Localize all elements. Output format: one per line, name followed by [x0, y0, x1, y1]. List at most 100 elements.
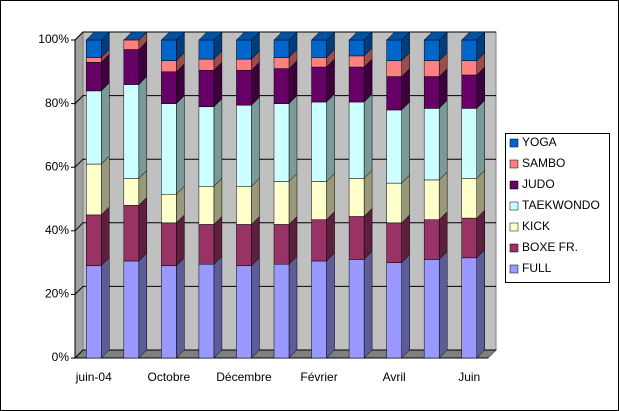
bar-top: [348, 31, 373, 41]
bar-side: [476, 209, 485, 259]
legend-swatch: [509, 159, 519, 169]
bar-top: [310, 31, 336, 41]
y-tick-label: 20%: [45, 287, 69, 301]
bar-side: [213, 98, 223, 187]
bar-side: [363, 207, 373, 261]
bar-segment: [273, 224, 290, 265]
bar-segment: [123, 178, 140, 206]
bar-segment: [423, 76, 440, 109]
bar-segment: [386, 262, 402, 359]
bar-segment: [161, 71, 177, 104]
bar-side: [213, 215, 223, 265]
bar-segment: [273, 103, 290, 182]
bar-segment: [348, 178, 365, 217]
x-tick-label: Juin: [458, 370, 480, 384]
bar-segment: [461, 60, 477, 76]
bar-segment: [236, 58, 252, 71]
bar-side: [401, 214, 410, 264]
bar-side: [213, 255, 223, 359]
bar-segment: [161, 39, 177, 61]
bar-top: [386, 31, 411, 41]
bar-side: [138, 75, 148, 179]
bar-side: [251, 215, 260, 267]
bar-segment: [236, 69, 252, 106]
bar-segment: [161, 265, 177, 359]
bar-side: [326, 93, 335, 183]
y-tick-label: 40%: [45, 223, 69, 237]
bar-segment: [348, 39, 365, 57]
bar-segment: [86, 265, 102, 359]
bar-top: [235, 31, 261, 41]
bar-segment: [348, 259, 365, 359]
bar-side: [138, 252, 148, 359]
bar-side: [363, 250, 373, 359]
bar-segment: [386, 182, 402, 224]
legend-label: YOGA: [522, 135, 557, 149]
bar-segment: [386, 39, 402, 61]
bar-segment: [123, 49, 140, 85]
bar-segment: [273, 68, 290, 104]
bar-segment: [86, 90, 102, 165]
legend-swatch: [509, 138, 519, 148]
bar-side: [401, 101, 410, 184]
bar-side: [251, 96, 260, 187]
bar-side: [476, 99, 485, 179]
bar-side: [288, 172, 298, 226]
bar-segment: [461, 74, 477, 109]
bar-side: [288, 94, 298, 183]
legend-swatch: [509, 243, 519, 253]
bar-side: [438, 211, 448, 261]
bar-segment: [311, 181, 327, 220]
y-tick-label: 100%: [38, 32, 69, 46]
bar-segment: [198, 69, 215, 108]
bar-segment: [236, 265, 252, 359]
bar-segment: [273, 57, 290, 69]
bar-side: [138, 196, 148, 262]
bar-segment: [273, 181, 290, 225]
bar-segment: [198, 106, 215, 187]
bar-side: [176, 214, 185, 267]
bar-segment: [461, 178, 477, 219]
bar-segment: [236, 39, 252, 60]
bar-segment: [461, 39, 477, 61]
bar-segment: [311, 101, 327, 182]
bar-top: [198, 31, 223, 41]
bar-segment: [86, 57, 102, 63]
bar-segment: [86, 214, 102, 267]
bar-top: [85, 31, 110, 41]
bar-segment: [311, 260, 327, 359]
bar-segment: [161, 60, 177, 73]
bar-segment: [198, 39, 215, 60]
bar-top: [123, 31, 148, 41]
bar-segment: [423, 39, 440, 61]
bar-side: [251, 257, 260, 359]
legend-swatch: [509, 222, 519, 232]
x-tick-label: Février: [300, 370, 337, 384]
bar-segment: [198, 186, 215, 225]
bar-segment: [386, 76, 402, 111]
bar-segment: [198, 263, 215, 359]
bar-segment: [386, 109, 402, 184]
bar-side: [288, 215, 298, 265]
bar-side: [476, 169, 485, 219]
legend-label: KICK: [522, 219, 550, 233]
legend-label: TAEKWONDO: [522, 198, 600, 212]
legend-swatch: [509, 264, 519, 274]
bar-segment: [423, 219, 440, 260]
bar-side: [438, 99, 448, 181]
bar-segment: [423, 179, 440, 220]
legend-label: SAMBO: [522, 156, 565, 170]
bar-segment: [123, 260, 140, 359]
bar-side: [326, 211, 335, 262]
y-tick-label: 80%: [45, 96, 69, 110]
bar-side: [363, 93, 373, 179]
bar-segment: [461, 217, 477, 259]
bar-segment: [236, 186, 252, 225]
bar-segment: [161, 103, 177, 195]
bar-segment: [273, 39, 290, 58]
bar-segment: [86, 39, 102, 58]
legend-swatch: [509, 201, 519, 211]
legend-swatch: [509, 180, 519, 190]
bar-side: [101, 82, 110, 165]
